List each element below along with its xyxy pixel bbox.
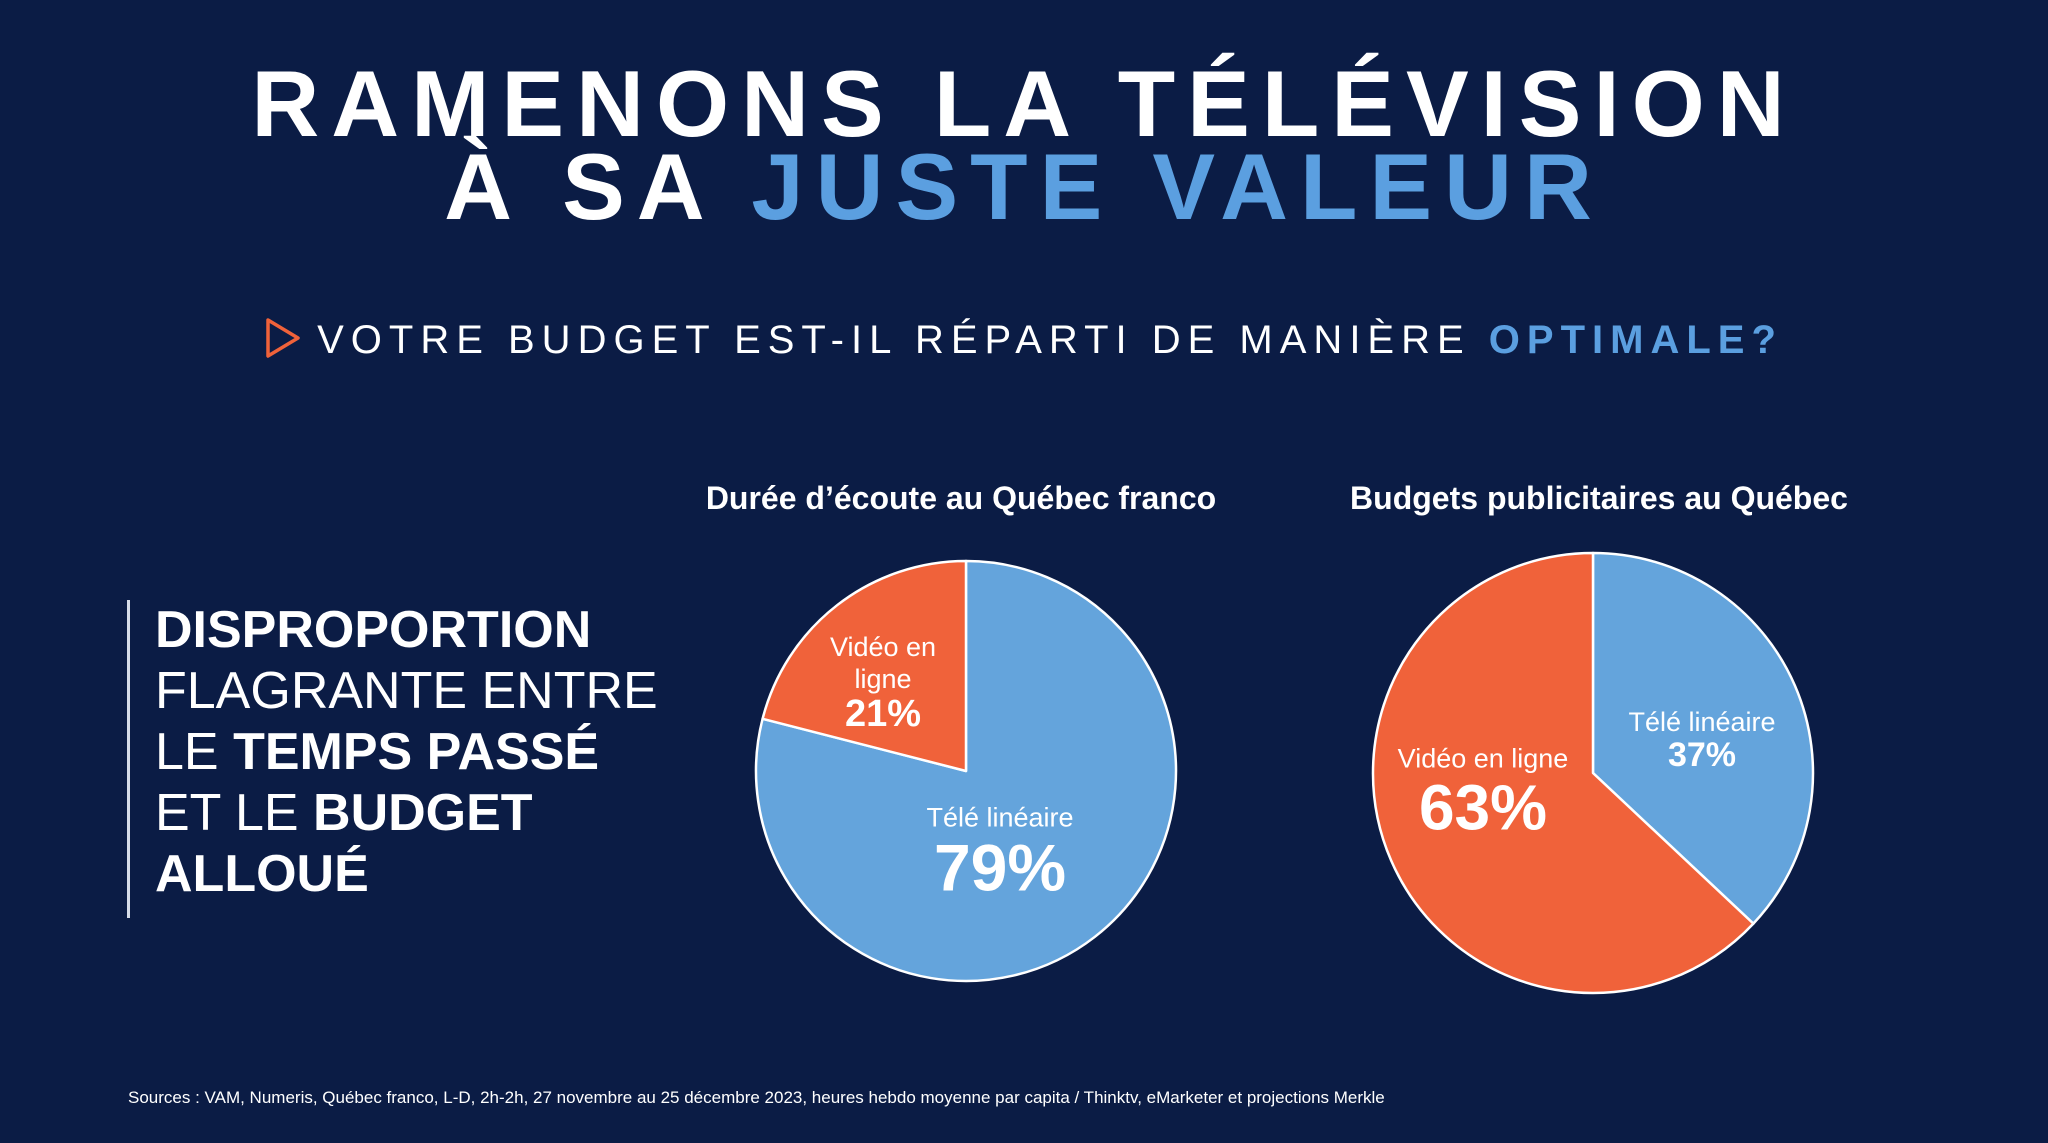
subtitle-accent: OPTIMALE? — [1488, 318, 1783, 362]
slice-label-name: Télé linéaire — [926, 802, 1074, 833]
sidebar-statement: DISPROPORTION FLAGRANTE ENTRE LE TEMPS P… — [127, 600, 658, 918]
statement-temps-passe: TEMPS PASSÉ — [233, 723, 600, 781]
slice-label-video-en-ligne: Vidéo en ligne 21% — [830, 631, 936, 735]
source-note: Sources : VAM, Numeris, Québec franco, L… — [128, 1088, 1385, 1107]
statement-line-4: ET LE BUDGET — [155, 783, 658, 844]
slice-label-name: Vidéo en ligne — [1397, 743, 1569, 774]
slice-label-value: 79% — [933, 830, 1067, 905]
title-line-1: RAMENONS LA TÉLÉVISION — [251, 51, 1797, 156]
statement-line-2: FLAGRANTE ENTRE — [155, 662, 658, 720]
statement-line-1: DISPROPORTION — [155, 600, 658, 661]
pie-chart-2 — [1371, 551, 1815, 995]
chart-title-1: Durée d’écoute au Québec franco — [705, 480, 1217, 516]
page-title: RAMENONS LA TÉLÉVISION À SA JUSTE VALEUR — [0, 51, 2048, 234]
slice-label-video-en-ligne: Vidéo en ligne 63% — [1398, 742, 1569, 841]
title-line-2-prefix: À SA — [444, 134, 752, 239]
title-line-2-accent: JUSTE VALEUR — [751, 134, 1604, 239]
play-triangle-icon — [266, 318, 300, 359]
slice-label-value: 21% — [844, 693, 922, 736]
chart-title-2: Budgets publicitaires au Québec — [1350, 480, 1848, 516]
statement-disproportion: DISPROPORTION — [155, 601, 592, 659]
statement-line-4-prefix: ET LE — [155, 784, 314, 842]
slice-label-value: 37% — [1667, 736, 1737, 775]
subtitle-prefix: VOTRE BUDGET EST-IL RÉPARTI DE MANIÈRE — [317, 318, 1489, 362]
pie-slice-tele-lineaire — [1591, 551, 1815, 925]
slice-label-name: Télé linéaire — [1628, 707, 1776, 738]
slice-label-tele-lineaire: Télé linéaire 79% — [926, 801, 1073, 902]
statement-line-5: ALLOUÉ — [155, 844, 658, 905]
statement-line-3-prefix: LE — [155, 723, 234, 781]
subtitle: VOTRE BUDGET EST-IL RÉPARTI DE MANIÈRE O… — [0, 318, 2048, 363]
pie-slice-video-en-ligne — [1371, 551, 1755, 995]
statement-alloue: ALLOUÉ — [155, 845, 369, 903]
statement-line-3: LE TEMPS PASSÉ — [155, 722, 658, 783]
title-line-2: À SA JUSTE VALEUR — [0, 140, 2048, 234]
slice-label-tele-lineaire: Télé linéaire 37% — [1628, 706, 1775, 774]
slice-label-name: Vidéo en ligne — [829, 632, 937, 695]
pie-slice-video-en-ligne — [761, 559, 968, 773]
slice-label-value: 63% — [1418, 771, 1548, 844]
statement-budget: BUDGET — [313, 784, 533, 842]
pie-chart-1 — [754, 559, 1178, 983]
